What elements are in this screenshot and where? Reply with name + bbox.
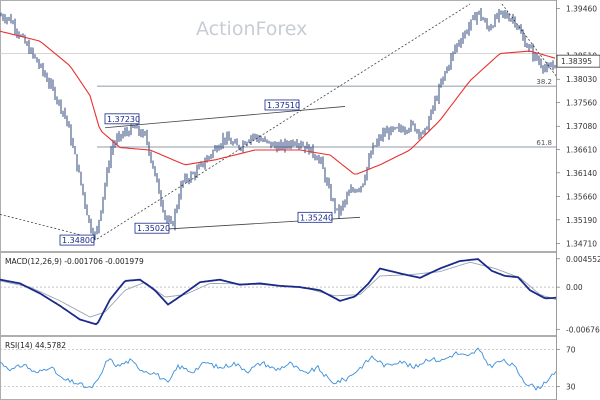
annotation-label: 1.35240 bbox=[300, 213, 333, 222]
trendline bbox=[501, 3, 557, 77]
fib-level-label: 61.8 bbox=[536, 139, 552, 147]
candlestick-series bbox=[0, 8, 556, 241]
rsi-line bbox=[0, 347, 557, 391]
annotation-label: 1.35020 bbox=[137, 224, 170, 233]
price-annotation: 1.35020 bbox=[134, 222, 170, 234]
price-tick-label: 1.39460 bbox=[566, 4, 597, 13]
annotation-label: 1.34800 bbox=[62, 236, 95, 245]
macd-tick-label: 0.00 bbox=[566, 283, 583, 292]
price-y-axis: 1.394601.385101.380301.375601.370801.366… bbox=[556, 4, 597, 249]
moving-average-line bbox=[0, 30, 556, 175]
annotation-box bbox=[297, 211, 333, 223]
trendline bbox=[96, 3, 471, 240]
macd-title: MACD(12,26,9) -0.001706 -0.001979 bbox=[5, 257, 144, 266]
watermark-text: ActionForex bbox=[196, 18, 307, 40]
price-annotations: 1.34800 1.37230 1.35020 1.37510 1.35240 bbox=[59, 99, 333, 246]
price-annotation: 1.35240 bbox=[297, 211, 333, 223]
price-annotation: 1.37510 bbox=[264, 99, 300, 111]
macd-line bbox=[0, 258, 557, 326]
macd-tick-label: -0.006764 bbox=[566, 325, 600, 334]
annotation-box bbox=[134, 222, 170, 234]
rsi-tick-label: 30 bbox=[566, 383, 576, 392]
price-tick-label: 1.37560 bbox=[566, 98, 597, 107]
price-annotation: 1.34800 bbox=[59, 234, 95, 246]
current-price-label: 1.38395 bbox=[561, 57, 592, 66]
price-tick-label: 1.35660 bbox=[566, 193, 597, 202]
price-tick-label: 1.34710 bbox=[566, 240, 597, 249]
current-price-marker: 1.38395 bbox=[556, 54, 600, 68]
trendline bbox=[0, 213, 98, 240]
price-tick-label: 1.37080 bbox=[566, 122, 597, 131]
annotation-label: 1.37230 bbox=[107, 115, 140, 124]
price-annotation: 1.37230 bbox=[104, 113, 140, 125]
annotation-box bbox=[264, 99, 300, 111]
fibonacci-levels: 38.2 61.8 bbox=[0, 53, 556, 148]
price-tick-label: 1.36140 bbox=[566, 169, 597, 178]
annotation-box bbox=[104, 113, 140, 125]
price-tick-label: 1.36610 bbox=[566, 146, 597, 155]
price-tick-label: 1.35190 bbox=[566, 216, 597, 225]
rsi-title: RSI(14) 44.5782 bbox=[5, 341, 66, 350]
annotation-label: 1.37510 bbox=[267, 101, 300, 110]
annotation-box bbox=[59, 234, 95, 246]
current-price-box bbox=[556, 54, 600, 68]
rsi-tick-label: 70 bbox=[566, 345, 576, 354]
macd-tick-label: 0.004552 bbox=[566, 255, 600, 264]
price-tick-label: 1.38030 bbox=[566, 75, 597, 84]
trendline bbox=[104, 106, 346, 129]
macd-y-axis: 0.004552 0.00 -0.006764 bbox=[556, 255, 600, 334]
rsi-y-axis: 70 30 bbox=[556, 345, 576, 392]
fib-level-label: 38.2 bbox=[536, 78, 552, 86]
